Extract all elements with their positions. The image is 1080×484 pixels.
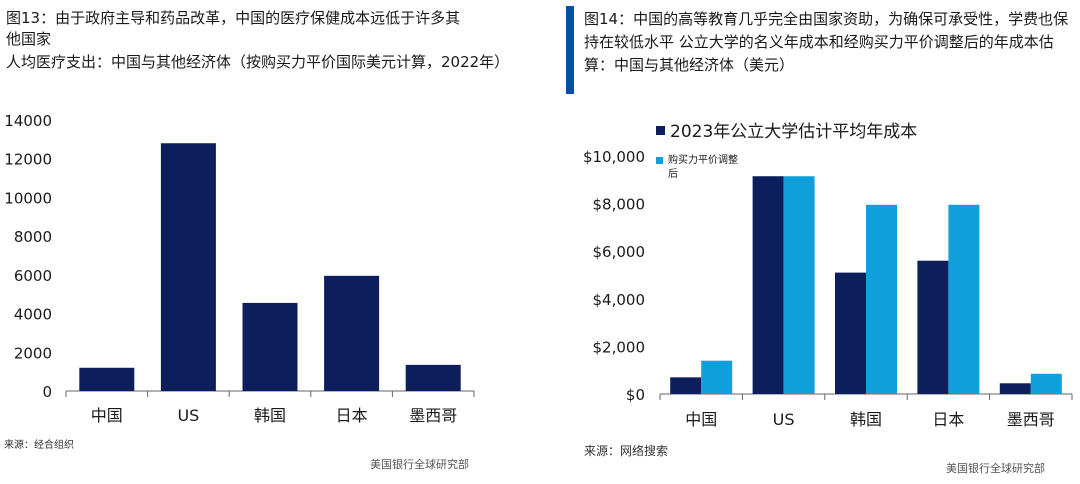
right-source: 来源：网络搜索: [584, 444, 669, 458]
right-y-tick-label: $0: [626, 386, 645, 404]
legend-swatch-nominal: [656, 126, 665, 135]
left-bar: [324, 275, 380, 391]
left-y-tick-label: 0: [42, 383, 52, 401]
left-brand: 美国银行全球研究部: [370, 458, 469, 471]
left-x-tick-label: US: [177, 406, 199, 425]
right-brand: 美国银行全球研究部: [946, 462, 1045, 475]
right-y-tick-label: $6,000: [593, 243, 646, 261]
right-x-tick-label: 中国: [685, 410, 717, 429]
left-bar: [79, 367, 135, 391]
left-y-tick-label: 2000: [14, 344, 52, 362]
legend-label-nominal: 2023年公立大学估计平均年成本: [670, 122, 917, 142]
right-bar-nominal: [917, 260, 949, 394]
left-y-tick-label: 14000: [4, 112, 52, 130]
right-x-tick-label: 韩国: [850, 410, 882, 429]
left-y-tick-label: 8000: [14, 228, 52, 246]
left-x-tick-label: 韩国: [254, 406, 286, 425]
right-bar-nominal: [999, 383, 1031, 394]
right-chart-panel: 图14：中国的高等教育几乎完全由国家资助，为确保可承受性，学费也保持在较低水平 …: [540, 0, 1080, 484]
right-bar-ppp: [783, 176, 815, 394]
legend-label-ppp: 购买力平价调整后: [668, 153, 738, 180]
right-bar-chart: $0 $2,000 $4,000 $6,000 $8,000 $10,000 中国 US 韩国 日…: [583, 122, 1073, 429]
right-x-tick-label: 墨西哥: [1007, 410, 1055, 429]
left-x-tick-label: 墨西哥: [409, 406, 457, 425]
title-accent-bar: [566, 6, 574, 94]
right-y-tick-label: $10,000: [583, 148, 645, 166]
right-bar-nominal: [752, 176, 784, 394]
right-bar-ppp: [1030, 373, 1062, 394]
left-chart-title: 图13：由于政府主导和药品改革，中国的医疗保健成本远低于许多其他国家: [6, 9, 461, 48]
right-bar-nominal: [835, 272, 866, 394]
right-chart-title: 图14：中国的高等教育几乎完全由国家资助，为确保可承受性，学费也保持在较低水平 …: [584, 10, 1069, 74]
left-bar-chart: 0 2000 4000 6000 8000 10000 12000 14000 中国 US 韩国 日本…: [4, 112, 475, 425]
legend-swatch-ppp: [656, 157, 663, 164]
right-bar-ppp: [948, 204, 980, 394]
right-bar-nominal: [670, 377, 702, 394]
left-source: 来源：经合组织: [4, 440, 74, 451]
left-chart-panel: 图13：由于政府主导和药品改革，中国的医疗保健成本远低于许多其他国家 人均医疗支…: [4, 9, 510, 471]
right-x-tick-label: US: [773, 410, 795, 429]
left-x-tick-label: 中国: [91, 406, 123, 425]
left-x-tick-label: 日本: [336, 406, 368, 425]
left-bar: [242, 302, 298, 391]
right-bar-ppp: [866, 204, 897, 394]
right-y-tick-label: $8,000: [593, 196, 646, 214]
left-y-tick-label: 10000: [4, 189, 52, 207]
left-y-tick-label: 4000: [14, 306, 52, 324]
right-y-tick-label: $2,000: [593, 338, 646, 356]
right-bar-ppp: [701, 360, 733, 394]
left-y-tick-label: 12000: [4, 151, 52, 169]
right-y-tick-label: $4,000: [593, 291, 646, 309]
left-bar: [160, 143, 216, 391]
left-y-tick-label: 6000: [14, 267, 52, 285]
right-x-tick-label: 日本: [932, 410, 964, 429]
left-bar: [405, 364, 461, 391]
left-chart-subtitle: 人均医疗支出：中国与其他经济体（按购买力平价国际美元计算，2022年）: [6, 53, 510, 71]
